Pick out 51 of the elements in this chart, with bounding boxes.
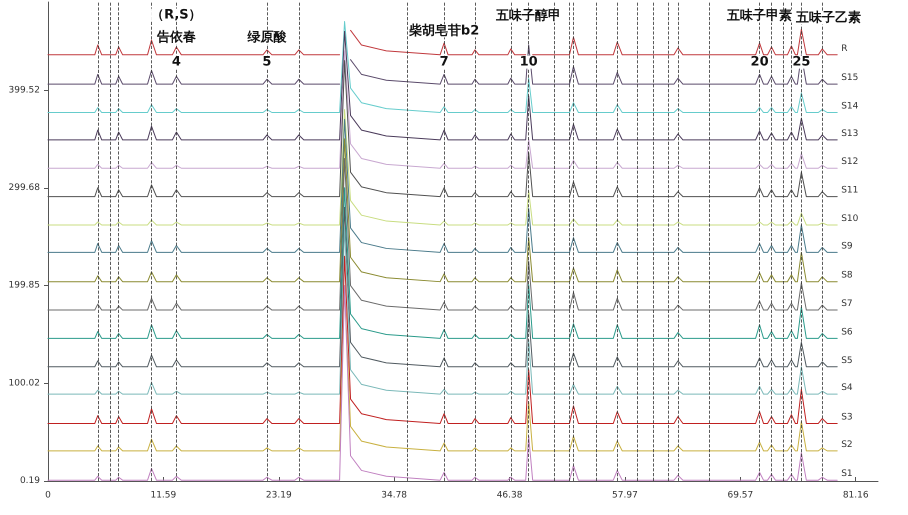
annotation: 柴胡皂苷b2 [408,22,480,38]
series-label: S4 [841,383,853,394]
series-label: S11 [841,186,858,196]
x-tick-label: 57.97 [612,490,638,500]
line-series [48,285,838,481]
line-series [48,158,838,311]
x-tick-label: 23.19 [266,490,292,500]
y-tick-label: 100.02 [8,378,40,388]
y-tick-label: 199.85 [8,280,40,291]
series-label: S7 [841,299,853,310]
series-label: R [841,44,848,54]
annotation: 4 [172,54,181,70]
annotation: （R,S） [151,8,202,23]
annotation: 7 [440,54,449,70]
annotation: 20 [750,54,769,70]
series-label: S12 [841,157,858,168]
annotation: 五味子乙素 [795,10,862,26]
y-tick-label: 299.68 [8,183,40,194]
y-tick-label: 399.52 [8,85,40,96]
line-series [48,187,838,339]
series-label: S5 [841,356,853,366]
y-tick-label: 0.19 [20,476,40,486]
annotation: 5 [262,54,272,70]
line-series [48,109,838,226]
line-series [48,226,838,395]
x-tick-label: 69.57 [727,490,754,500]
line-series [48,138,838,282]
annotation: 绿原酸 [246,29,288,46]
series-label: S8 [841,270,853,281]
annotation: 告依春 [156,29,196,46]
series-label: S15 [841,73,858,84]
line-series [48,256,838,424]
x-tick-label: 34.78 [381,490,408,500]
x-tick-label: 0 [45,490,52,500]
annotation: 25 [792,54,810,70]
x-tick-label: 81.16 [842,490,869,500]
x-tick-label: 46.38 [496,490,523,500]
annotation: 五味子甲素 [726,8,792,24]
x-tick-label: 11.59 [150,490,176,500]
annotation: 10 [520,54,538,70]
line-series [48,50,838,169]
series-label: S9 [841,241,853,252]
line-series [48,118,838,253]
series-label: S2 [841,440,853,450]
series-label: S14 [841,102,859,112]
series-label: S1 [841,469,853,480]
annotation: 五味子醇甲 [495,8,562,24]
series-label: S10 [841,214,859,224]
series-label: S3 [841,412,853,422]
series-label: S6 [841,327,853,338]
series-label: S13 [841,128,858,139]
